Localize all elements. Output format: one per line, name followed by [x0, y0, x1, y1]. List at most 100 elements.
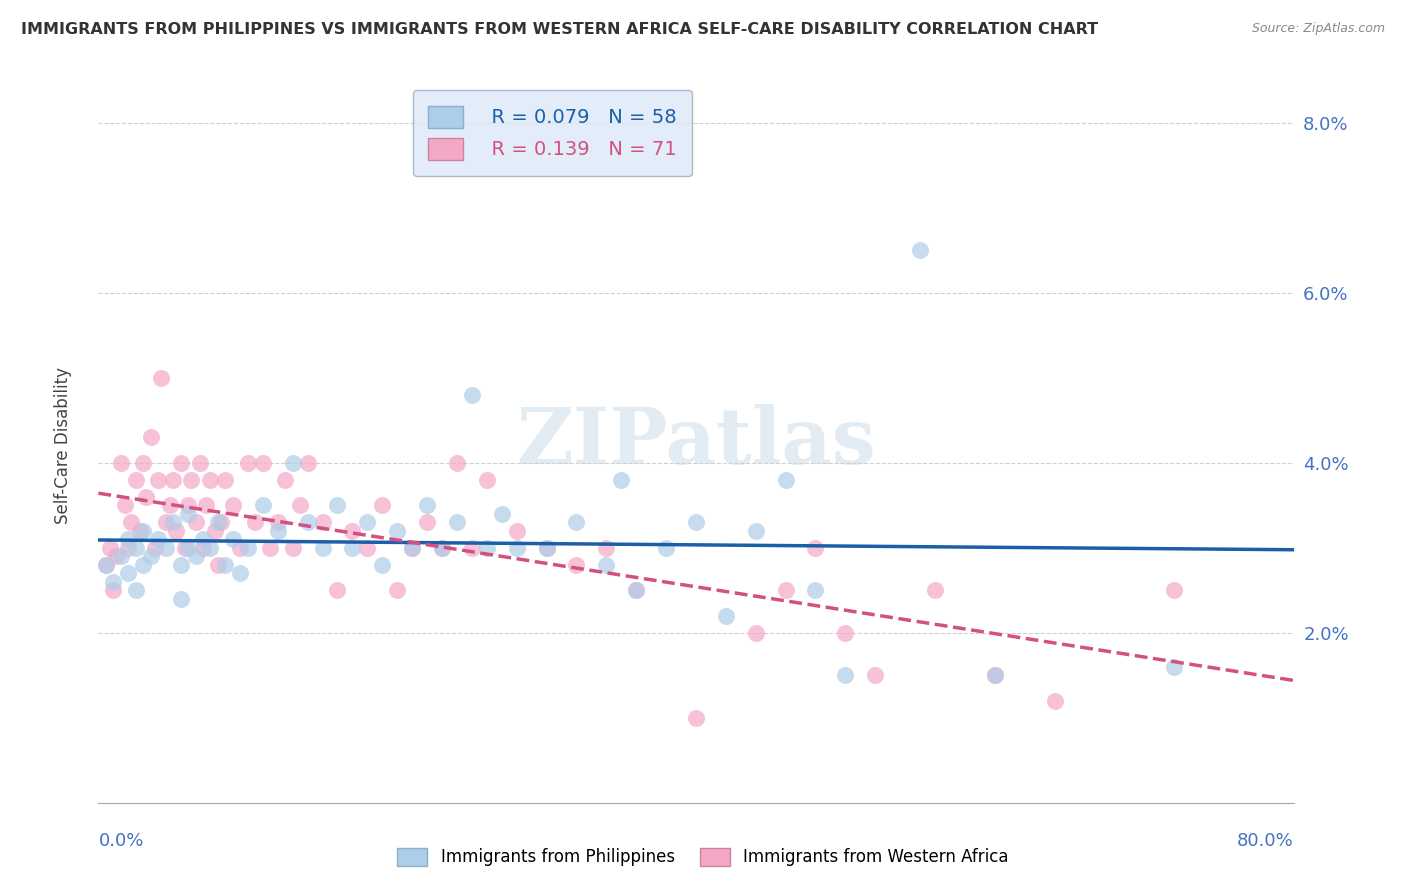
Point	[214, 558, 236, 572]
Point	[169, 456, 191, 470]
Point	[984, 668, 1007, 682]
Point	[155, 516, 177, 530]
Point	[371, 558, 394, 572]
Point	[924, 583, 946, 598]
Point	[714, 608, 737, 623]
Legend: Immigrants from Philippines, Immigrants from Western Africa: Immigrants from Philippines, Immigrants …	[389, 839, 1017, 875]
Point	[184, 516, 207, 530]
Point	[984, 668, 1007, 682]
Point	[150, 371, 173, 385]
Text: ZIPatlas: ZIPatlas	[516, 403, 876, 480]
Point	[342, 541, 364, 555]
Point	[311, 541, 333, 555]
Point	[222, 533, 245, 547]
Point	[177, 541, 200, 555]
Point	[188, 456, 211, 470]
Point	[252, 498, 274, 512]
Point	[342, 524, 364, 538]
Point	[177, 507, 200, 521]
Point	[267, 516, 290, 530]
Point	[114, 498, 136, 512]
Text: Source: ZipAtlas.com: Source: ZipAtlas.com	[1251, 22, 1385, 36]
Point	[139, 430, 162, 444]
Point	[565, 558, 588, 572]
Point	[229, 566, 252, 581]
Point	[775, 583, 797, 598]
Point	[174, 541, 197, 555]
Point	[94, 558, 117, 572]
Point	[117, 566, 139, 581]
Point	[446, 516, 468, 530]
Point	[117, 541, 139, 555]
Point	[416, 516, 439, 530]
Point	[430, 541, 453, 555]
Point	[267, 524, 290, 538]
Point	[135, 490, 157, 504]
Point	[1043, 694, 1066, 708]
Point	[159, 498, 181, 512]
Point	[1163, 660, 1185, 674]
Text: 0.0%: 0.0%	[98, 831, 143, 850]
Point	[162, 516, 184, 530]
Point	[745, 625, 768, 640]
Point	[297, 456, 319, 470]
Point	[94, 558, 117, 572]
Point	[132, 558, 155, 572]
Point	[297, 516, 319, 530]
Point	[222, 498, 245, 512]
Point	[162, 473, 184, 487]
Point	[834, 625, 856, 640]
Point	[236, 456, 259, 470]
Point	[356, 516, 378, 530]
Point	[129, 524, 152, 538]
Point	[195, 498, 218, 512]
Point	[245, 516, 267, 530]
Point	[281, 541, 304, 555]
Point	[401, 541, 423, 555]
Point	[110, 549, 132, 564]
Point	[685, 516, 707, 530]
Point	[169, 558, 191, 572]
Point	[461, 388, 484, 402]
Point	[103, 574, 125, 589]
Point	[125, 473, 148, 487]
Point	[98, 541, 122, 555]
Point	[120, 516, 142, 530]
Point	[506, 524, 529, 538]
Point	[475, 473, 498, 487]
Point	[595, 541, 617, 555]
Point	[371, 498, 394, 512]
Point	[143, 541, 166, 555]
Text: IMMIGRANTS FROM PHILIPPINES VS IMMIGRANTS FROM WESTERN AFRICA SELF-CARE DISABILI: IMMIGRANTS FROM PHILIPPINES VS IMMIGRANT…	[21, 22, 1098, 37]
Point	[610, 473, 633, 487]
Point	[865, 668, 887, 682]
Point	[775, 473, 797, 487]
Point	[908, 244, 931, 258]
Point	[288, 498, 311, 512]
Point	[117, 533, 139, 547]
Point	[446, 456, 468, 470]
Point	[536, 541, 558, 555]
Point	[148, 473, 170, 487]
Point	[177, 498, 200, 512]
Point	[401, 541, 423, 555]
Point	[565, 516, 588, 530]
Point	[214, 473, 236, 487]
Point	[200, 473, 222, 487]
Point	[536, 541, 558, 555]
Point	[184, 549, 207, 564]
Point	[834, 668, 856, 682]
Point	[103, 583, 125, 598]
Point	[204, 524, 226, 538]
Text: 80.0%: 80.0%	[1237, 831, 1294, 850]
Point	[311, 516, 333, 530]
Point	[105, 549, 128, 564]
Point	[148, 533, 170, 547]
Point	[595, 558, 617, 572]
Point	[430, 541, 453, 555]
Point	[169, 591, 191, 606]
Point	[229, 541, 252, 555]
Point	[155, 541, 177, 555]
Point	[200, 541, 222, 555]
Point	[685, 711, 707, 725]
